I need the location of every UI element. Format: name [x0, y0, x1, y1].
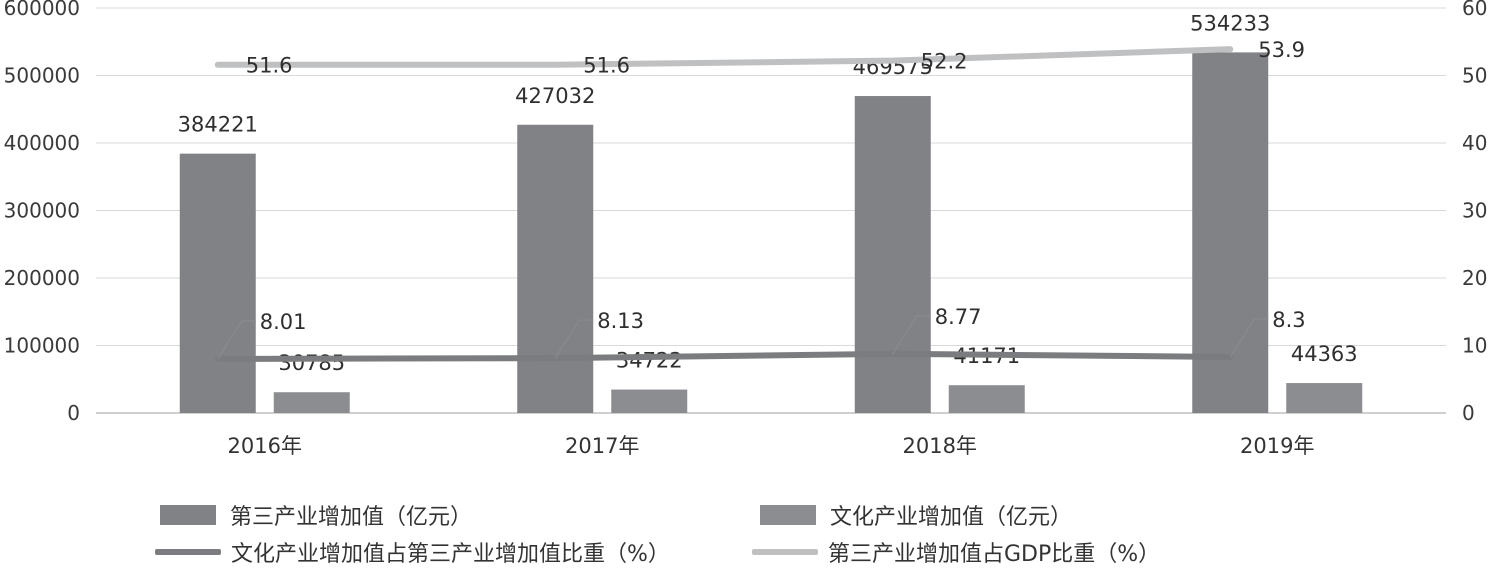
legend-swatch-culture-value	[760, 505, 816, 525]
bar-data-label: 34722	[616, 349, 683, 373]
line-data-label: 8.01	[260, 310, 307, 334]
legend-swatch-tertiary-value	[160, 505, 216, 525]
legend-item-tertiary-value: 第三产业增加值（亿元）	[160, 499, 472, 531]
legend-label-tertiary-value: 第三产业增加值（亿元）	[230, 505, 473, 530]
y-right-tick-label: 60	[1462, 0, 1487, 20]
bar	[273, 392, 350, 413]
bar	[1286, 383, 1363, 413]
y-left-tick-label: 500000	[4, 64, 80, 88]
bar-data-label: 30785	[278, 351, 345, 375]
bar-data-label: 44363	[1291, 342, 1358, 366]
bar	[179, 153, 256, 413]
callout-leader	[554, 319, 594, 359]
bar-data-label: 427032	[515, 84, 595, 108]
y-left-tick-label: 600000	[4, 0, 80, 20]
y-left-tick-label: 400000	[4, 131, 80, 155]
x-tick-label: 2019年	[1240, 434, 1314, 458]
x-tick-label: 2018年	[903, 434, 977, 458]
line-data-label: 52.2	[921, 50, 968, 74]
y-right-tick-label: 40	[1462, 131, 1487, 155]
bar-data-label: 534233	[1190, 11, 1270, 35]
y-right-tick-label: 50	[1462, 64, 1487, 88]
legend-label-culture-share: 文化产业增加值占第三产业增加值比重（%）	[231, 542, 670, 567]
legend-item-culture-share: 文化产业增加值占第三产业增加值比重（%）	[155, 536, 670, 568]
x-tick-label: 2017年	[565, 434, 639, 458]
legend-swatch-tertiary-gdp-share	[752, 549, 818, 555]
y-left-tick-label: 100000	[4, 334, 80, 358]
legend-swatch-culture-share	[155, 549, 221, 555]
y-left-tick-label: 200000	[4, 266, 80, 290]
callout-leader	[892, 315, 931, 355]
callout-leader	[217, 320, 256, 360]
legend-label-culture-value: 文化产业增加值（亿元）	[830, 505, 1073, 530]
y-right-tick-label: 20	[1462, 266, 1487, 290]
legend-item-tertiary-gdp-share: 第三产业增加值占GDP比重（%）	[752, 536, 1160, 568]
x-tick-label: 2016年	[228, 434, 302, 458]
y-right-tick-label: 0	[1462, 401, 1475, 425]
legend-item-culture-value: 文化产业增加值（亿元）	[760, 499, 1072, 531]
line-data-label: 53.9	[1258, 38, 1305, 62]
bar-data-label: 384221	[178, 113, 258, 137]
bar	[854, 96, 931, 414]
bar	[517, 124, 594, 413]
bar	[1192, 52, 1269, 413]
line-data-label: 51.6	[246, 54, 293, 78]
line-data-label: 8.13	[597, 309, 644, 333]
series-line	[214, 350, 1234, 362]
line-data-label: 8.3	[1272, 308, 1305, 332]
line-data-label: 51.6	[583, 54, 630, 78]
y-right-tick-label: 30	[1462, 199, 1487, 223]
y-right-tick-label: 10	[1462, 334, 1487, 358]
callout-leader	[1229, 318, 1269, 358]
y-left-tick-label: 0	[67, 401, 80, 425]
series-line	[214, 46, 1234, 68]
legend-label-tertiary-gdp-share: 第三产业增加值占GDP比重（%）	[828, 542, 1161, 567]
bar	[948, 385, 1025, 413]
y-left-tick-label: 300000	[4, 199, 80, 223]
line-data-label: 8.77	[935, 305, 982, 329]
bar	[611, 389, 688, 413]
